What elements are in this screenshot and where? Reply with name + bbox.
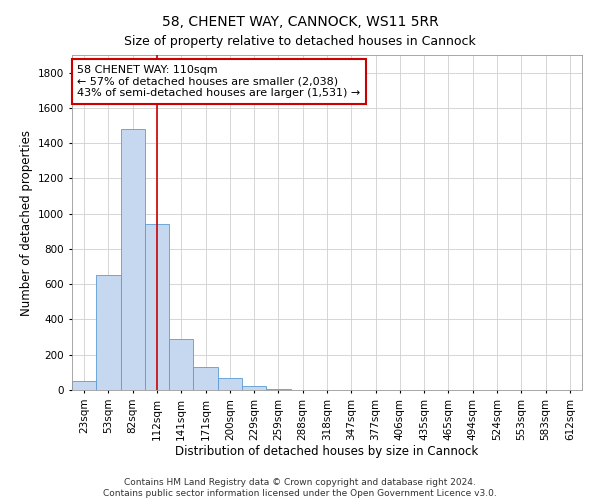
Text: Contains HM Land Registry data © Crown copyright and database right 2024.
Contai: Contains HM Land Registry data © Crown c… xyxy=(103,478,497,498)
Text: 58, CHENET WAY, CANNOCK, WS11 5RR: 58, CHENET WAY, CANNOCK, WS11 5RR xyxy=(161,15,439,29)
Bar xyxy=(96,276,121,390)
Bar xyxy=(72,381,96,390)
X-axis label: Distribution of detached houses by size in Cannock: Distribution of detached houses by size … xyxy=(175,446,479,458)
Bar xyxy=(193,367,218,390)
Bar xyxy=(218,378,242,390)
Bar xyxy=(266,389,290,390)
Bar xyxy=(145,224,169,390)
Text: Size of property relative to detached houses in Cannock: Size of property relative to detached ho… xyxy=(124,35,476,48)
Bar xyxy=(242,386,266,390)
Text: 58 CHENET WAY: 110sqm
← 57% of detached houses are smaller (2,038)
43% of semi-d: 58 CHENET WAY: 110sqm ← 57% of detached … xyxy=(77,65,361,98)
Bar xyxy=(169,339,193,390)
Y-axis label: Number of detached properties: Number of detached properties xyxy=(20,130,32,316)
Bar xyxy=(121,129,145,390)
